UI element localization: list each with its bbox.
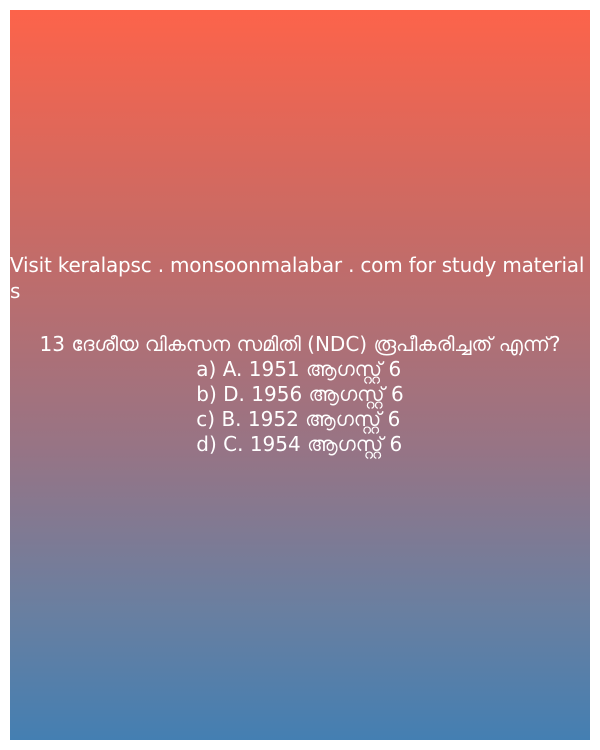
option-b[interactable]: b) D. 1956 ആഗസ്റ്റ് 6 (196, 382, 403, 407)
quiz-card: Visit keralapsc . monsoonmalabar . com f… (10, 10, 590, 740)
question-text: 13 ദേശീയ വികസന സമിതി (NDC) രൂപീകരിച്ചത… (10, 332, 590, 357)
option-d[interactable]: d) C. 1954 ആഗസ്റ്റ് 6 (196, 432, 403, 457)
option-a[interactable]: a) A. 1951 ആഗസ്റ്റ് 6 (196, 357, 403, 382)
options-list: a) A. 1951 ആഗസ്റ്റ് 6 b) D. 1956 ആഗസ്റ്റ… (196, 357, 403, 457)
question-number: 13 (40, 332, 65, 356)
question-block: 13 ദേശീയ വികസന സമിതി (NDC) രൂപീകരിച്ചത… (10, 332, 590, 457)
question-body: ദേശീയ വികസന സമിതി (NDC) രൂപീകരിച്ചത് എന്… (65, 332, 561, 356)
option-c[interactable]: c) B. 1952 ആഗസ്റ്റ് 6 (196, 407, 403, 432)
website-promo-text: Visit keralapsc . monsoonmalabar . com f… (10, 252, 590, 304)
